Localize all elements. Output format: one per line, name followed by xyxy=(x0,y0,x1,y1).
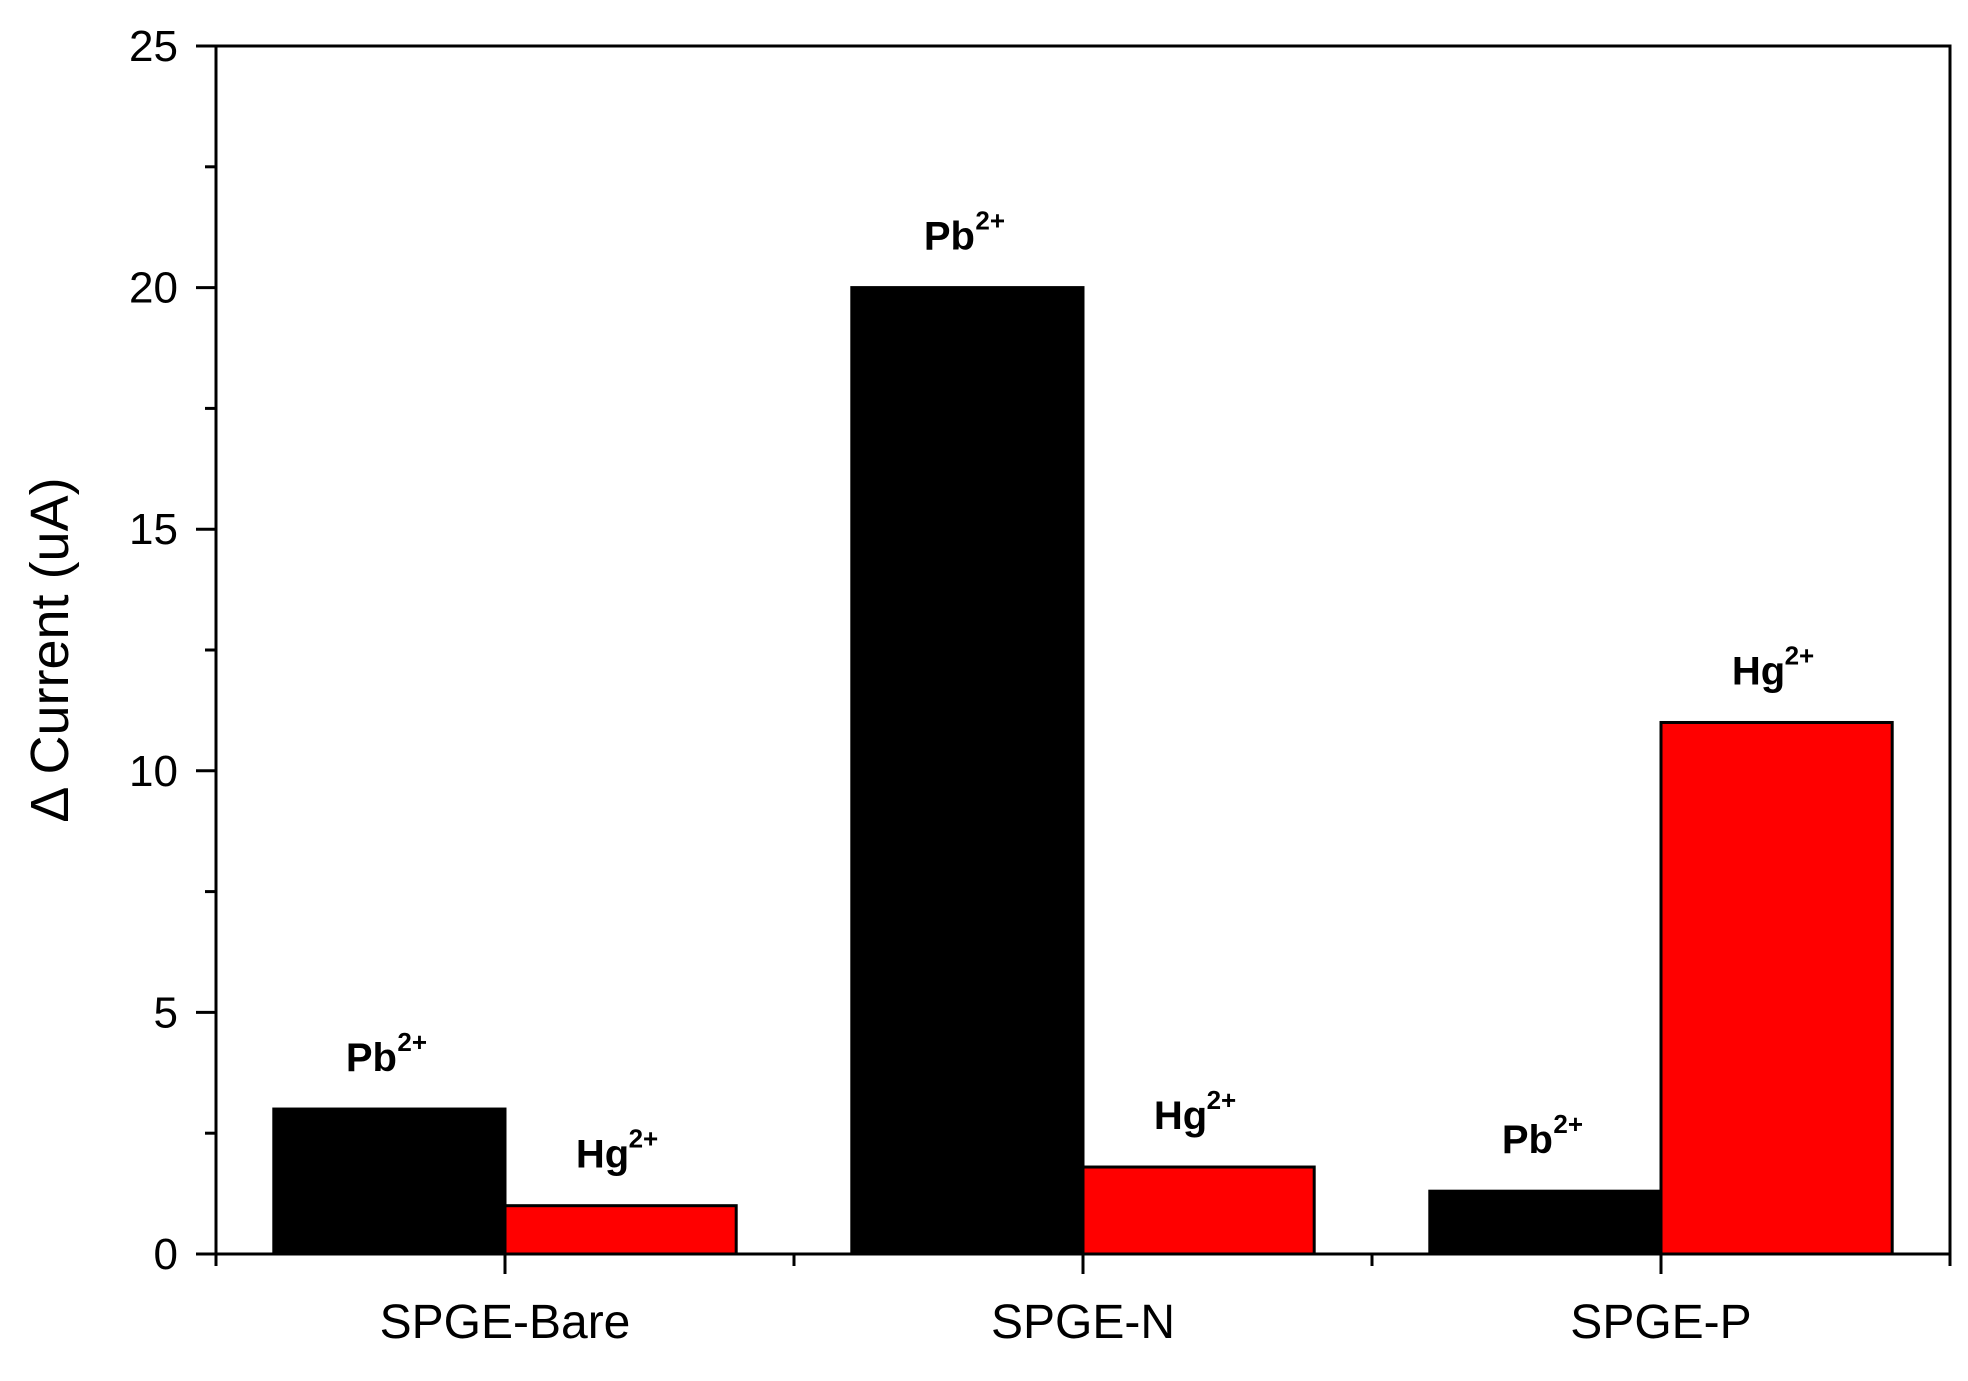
bar-label-superscript: 2+ xyxy=(397,1027,427,1057)
bar-label-superscript: 2+ xyxy=(1207,1085,1237,1115)
bar-label-pb: Pb 2+ xyxy=(924,206,1005,259)
y-tick-label: 20 xyxy=(129,264,178,313)
bar-label-superscript: 2+ xyxy=(629,1124,659,1154)
bar-label-hg: Hg 2+ xyxy=(1732,640,1814,693)
bar-label-base: Hg xyxy=(1732,649,1785,693)
bar-label-superscript: 2+ xyxy=(975,206,1005,236)
x-axis: SPGE-Bare SPGE-N SPGE-P xyxy=(214,1254,1952,1349)
bar-hg-spge-p xyxy=(1659,720,1894,1256)
x-category-label: SPGE-Bare xyxy=(380,1296,631,1349)
y-tick-label: 25 xyxy=(129,22,178,71)
bar-label-superscript: 2+ xyxy=(1785,640,1815,670)
bar-hg-spge-n xyxy=(1081,1165,1316,1256)
bar-label-superscript: 2+ xyxy=(1553,1109,1583,1139)
x-category-label: SPGE-P xyxy=(1570,1296,1751,1349)
y-tick-label: 10 xyxy=(129,747,178,796)
bar-label-hg: Hg 2+ xyxy=(1154,1085,1236,1138)
bar-label-hg: Hg 2+ xyxy=(576,1124,658,1177)
bar-labels-layer: Pb 2+Pb 2+Pb 2+Hg 2+Hg 2+Hg 2+ xyxy=(346,206,1814,1177)
bar-label-base: Pb xyxy=(924,215,975,259)
bar-label-base: Pb xyxy=(346,1036,397,1080)
y-tick-label: 15 xyxy=(129,505,178,554)
bar-hg-spge-bare xyxy=(503,1204,738,1256)
y-axis-label: Δ Current (uA) xyxy=(20,477,80,822)
y-tick-label: 5 xyxy=(154,988,178,1037)
y-tick-label: 0 xyxy=(154,1230,178,1279)
x-category-label: SPGE-N xyxy=(991,1296,1175,1349)
bar-pb-spge-n xyxy=(850,286,1085,1256)
bar-label-base: Hg xyxy=(576,1133,629,1177)
bar-label-base: Hg xyxy=(1154,1094,1207,1138)
bar-label-pb: Pb 2+ xyxy=(346,1027,427,1080)
bar-pb-spge-p xyxy=(1428,1189,1663,1256)
bar-label-pb: Pb 2+ xyxy=(1502,1109,1583,1162)
y-axis: 0 5 10 15 20 25 xyxy=(129,22,216,1279)
bar-label-base: Pb xyxy=(1502,1118,1553,1162)
bar-pb-spge-bare xyxy=(272,1107,507,1256)
bars-layer xyxy=(272,286,1894,1256)
